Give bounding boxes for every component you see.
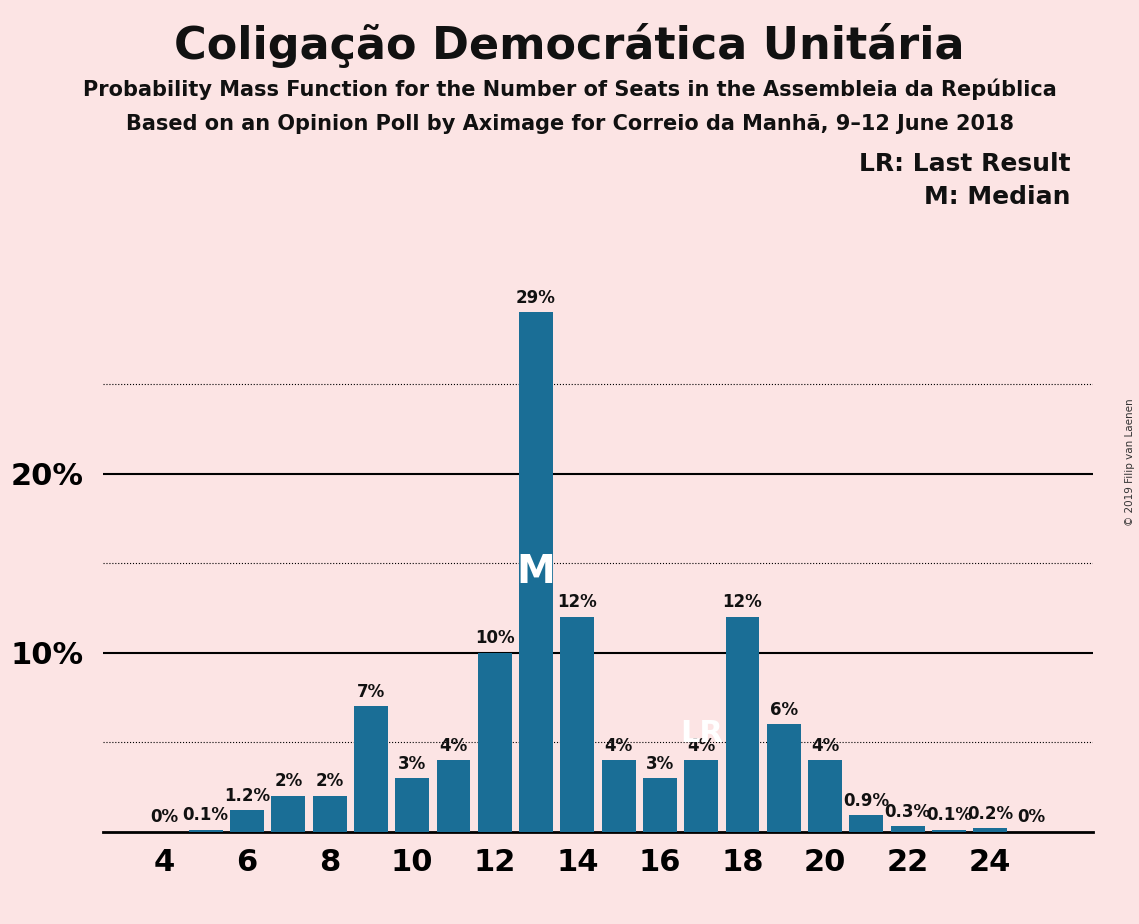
Text: 0.1%: 0.1%: [182, 807, 229, 824]
Bar: [478, 652, 511, 832]
Text: M: M: [517, 553, 556, 591]
Text: 0.2%: 0.2%: [967, 805, 1014, 822]
Text: 6%: 6%: [770, 700, 797, 719]
Bar: [313, 796, 346, 832]
Bar: [230, 810, 264, 832]
Text: 2%: 2%: [316, 772, 344, 790]
Text: 10%: 10%: [475, 629, 515, 647]
Text: 3%: 3%: [398, 755, 426, 772]
Text: M: Median: M: Median: [924, 185, 1071, 209]
Bar: [809, 760, 842, 832]
Bar: [354, 706, 387, 832]
Text: 29%: 29%: [516, 289, 556, 307]
Bar: [767, 724, 801, 832]
Bar: [685, 760, 718, 832]
Bar: [644, 778, 677, 832]
Text: 2%: 2%: [274, 772, 303, 790]
Bar: [436, 760, 470, 832]
Bar: [726, 617, 760, 832]
Text: Probability Mass Function for the Number of Seats in the Assembleia da República: Probability Mass Function for the Number…: [83, 79, 1056, 100]
Text: 0%: 0%: [150, 808, 179, 826]
Text: © 2019 Filip van Laenen: © 2019 Filip van Laenen: [1125, 398, 1134, 526]
Text: LR: LR: [680, 719, 722, 748]
Bar: [891, 826, 925, 832]
Text: 1.2%: 1.2%: [224, 786, 270, 805]
Text: 4%: 4%: [811, 736, 839, 755]
Bar: [271, 796, 305, 832]
Text: 4%: 4%: [440, 736, 468, 755]
Bar: [932, 830, 966, 832]
Text: 0%: 0%: [1017, 808, 1046, 826]
Bar: [395, 778, 429, 832]
Bar: [974, 828, 1007, 832]
Text: 3%: 3%: [646, 755, 674, 772]
Text: 12%: 12%: [722, 593, 762, 612]
Text: 0.3%: 0.3%: [885, 803, 931, 821]
Text: 12%: 12%: [557, 593, 597, 612]
Bar: [601, 760, 636, 832]
Text: 4%: 4%: [687, 736, 715, 755]
Bar: [189, 830, 222, 832]
Bar: [850, 816, 883, 832]
Text: 0.9%: 0.9%: [843, 792, 890, 810]
Text: Based on an Opinion Poll by Aximage for Correio da Manhã, 9–12 June 2018: Based on an Opinion Poll by Aximage for …: [125, 114, 1014, 134]
Bar: [560, 617, 595, 832]
Bar: [519, 312, 552, 832]
Text: 0.1%: 0.1%: [926, 807, 972, 824]
Text: 7%: 7%: [357, 683, 385, 701]
Text: Coligação Democrática Unitária: Coligação Democrática Unitária: [174, 23, 965, 68]
Text: LR: Last Result: LR: Last Result: [859, 152, 1071, 176]
Text: 4%: 4%: [605, 736, 633, 755]
